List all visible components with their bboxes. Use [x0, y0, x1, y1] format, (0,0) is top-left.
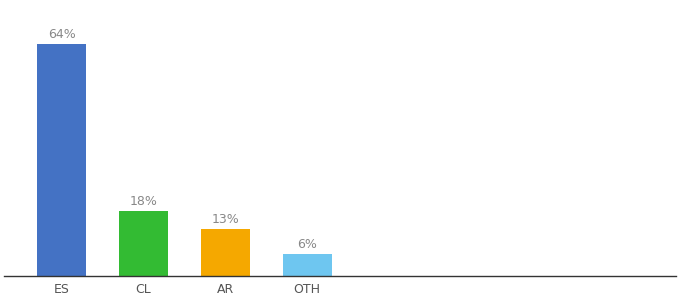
Bar: [283, 254, 332, 276]
Text: 6%: 6%: [297, 238, 317, 251]
Text: 13%: 13%: [211, 213, 239, 226]
Bar: [37, 44, 86, 276]
Bar: [119, 211, 168, 276]
Bar: [201, 229, 250, 276]
Text: 64%: 64%: [48, 28, 75, 41]
Text: 18%: 18%: [129, 195, 157, 208]
